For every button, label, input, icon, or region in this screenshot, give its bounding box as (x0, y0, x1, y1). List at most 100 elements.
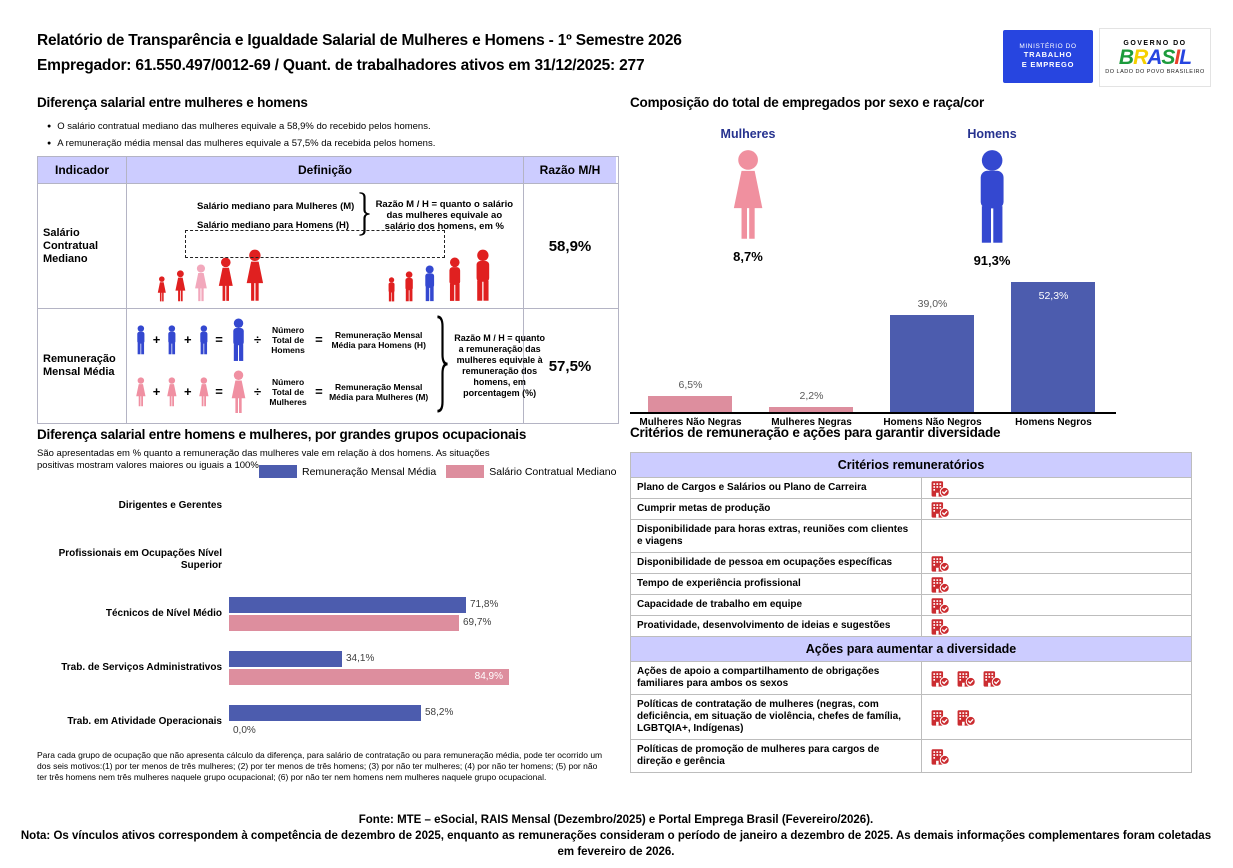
criteria-label: Capacidade de trabalho em equipe (637, 599, 803, 610)
bar-Remuneração Mensal Média (229, 597, 466, 613)
brasil-letter: R (1133, 46, 1148, 69)
brace-icon (436, 315, 449, 416)
bar-Remuneração Mensal Média (229, 651, 342, 667)
bar-value-label: 52,3% (1038, 290, 1069, 302)
criteria-row: Tempo de experiência profissional (631, 573, 1191, 594)
criteria-label: Disponibilidade de pessoa em ocupações e… (637, 557, 893, 568)
criteria-section-header: Ações para aumentar a diversidade (631, 636, 1191, 661)
company-check-icon (957, 709, 976, 726)
report-header: Relatório de Transparência e Igualdade S… (37, 28, 997, 78)
criteria-row: Disponibilidade de pessoa em ocupações e… (631, 552, 1191, 573)
footer-fonte: Fonte: MTE – eSocial, RAIS Mensal (Dezem… (358, 814, 874, 826)
composition-bar-chart: 6,5% 2,2% 39,0% 52,3% (630, 280, 1114, 412)
men-lineup-pictogram (385, 249, 497, 302)
women-label: Mulheres (720, 127, 776, 141)
occupation-row: Trab. em Atividade Operacionais 58,2% 0,0% (37, 695, 617, 749)
criteria-icons-cell (921, 520, 1189, 552)
mean-definition-cell: + + = ÷ Número Total de Homens = Remuneraç… (126, 309, 545, 423)
legend-swatch (259, 465, 297, 478)
mte-logo-line1: MINISTÉRIO DO (1019, 43, 1077, 50)
report-footer: Fonte: MTE – eSocial, RAIS Mensal (Dezem… (16, 812, 1216, 860)
occupational-chart-legend: Remuneração Mensal Média Salário Contratu… (259, 465, 616, 478)
median-dashed-box (185, 230, 445, 258)
occupation-plot: 34,1% 84,9% (229, 641, 617, 695)
women-share-block: Mulheres 8,7% (688, 127, 808, 264)
criteria-label: Ações de apoio a compartilhamento de obr… (637, 666, 880, 689)
mean-equation-row: + + = ÷ Número Total de Homens = Remuneraç… (133, 318, 431, 362)
bullet-item: ● A remuneração média mensal das mulheres… (47, 138, 435, 149)
chart-column: 2,2% (751, 280, 872, 412)
right-column: Composição do total de empregados por se… (630, 95, 1192, 773)
composition-chart-categories: Mulheres Não Negras Mulheres Negras Homens… (630, 417, 1114, 431)
median-ratio-note: Razão M / H = quanto o salário das mulhe… (375, 199, 514, 232)
brasil-letter: I (1174, 46, 1180, 69)
company-check-icon (931, 597, 950, 614)
bullet-text: A remuneração média mensal das mulheres … (57, 138, 436, 149)
bar-value-label: 0,0% (233, 725, 256, 736)
governo-brasil-logo: GOVERNO DO BRASIL DO LADO DO POVO BRASIL… (1099, 28, 1211, 87)
criteria-icons-cell (921, 553, 1189, 573)
occupational-chart-footnote: Para cada grupo de ocupação que não apre… (37, 750, 603, 782)
men-percentage: 91,3% (973, 253, 1011, 268)
salary-gap-title: Diferença salarial entre mulheres e home… (37, 95, 308, 110)
woman-pictogram (733, 150, 763, 239)
criteria-row: Capacidade de trabalho em equipe (631, 594, 1191, 615)
criteria-row: Cumprir metas de produção (631, 498, 1191, 519)
criteria-row: Proatividade, desenvolvimento de ideias … (631, 615, 1191, 636)
median-def-line1: Salário mediano para Mulheres (M) (197, 200, 355, 212)
chart-column: 39,0% (872, 280, 993, 412)
men-share-block: Homens 91,3% (932, 127, 1052, 268)
result-label: Remuneração Mensal Média para Homens (H) (331, 329, 426, 350)
criteria-icons-cell (921, 616, 1189, 636)
criteria-row: Ações de apoio a compartilhamento de obr… (631, 661, 1191, 694)
chart-column: 52,3% (993, 280, 1114, 412)
legend-label: Salário Contratual Mediano (489, 465, 617, 478)
bar-Homens Não Negros (890, 315, 974, 412)
criteria-icons-cell (921, 740, 1189, 772)
man-pictogram (980, 150, 1004, 243)
woman-pictogram (198, 376, 209, 406)
criteria-label: Cumprir metas de produção (637, 503, 771, 514)
bullet-icon: ● (47, 140, 52, 147)
mean-equation-row: + + = ÷ Número Total de Mulheres = Remuner… (133, 370, 431, 414)
criteria-section-header: Critérios remuneratórios (631, 453, 1191, 477)
bar-value-label: 6,5% (678, 379, 703, 391)
man-pictogram (199, 324, 208, 354)
brasil-letter: A (1147, 46, 1162, 69)
brace-icon (358, 192, 371, 239)
report-subtitle: Empregador: 61.550.497/0012-69 / Quant. … (37, 57, 645, 74)
salary-gap-table: Indicador Definição Razão M/H Salário Co… (37, 156, 619, 424)
woman-pictogram (246, 249, 263, 301)
criteria-label: Disponibilidade para horas extras, reuni… (637, 524, 909, 547)
bar-value-label: 34,1% (346, 653, 375, 664)
criteria-icons-cell (921, 478, 1189, 498)
criteria-row: Disponibilidade para horas extras, reuni… (631, 519, 1191, 552)
bar-Salário Contratual Mediano (229, 615, 459, 631)
bar-value-label: 2,2% (799, 390, 824, 402)
man-pictogram (233, 318, 244, 361)
mean-ratio-value: 57,5% (523, 309, 616, 423)
bar-value-label: 58,2% (425, 707, 454, 718)
criteria-label: Tempo de experiência profissional (637, 578, 801, 589)
man-pictogram (405, 271, 413, 302)
bar-value-label: 39,0% (917, 298, 948, 310)
divisor-label: Número Total de Mulheres (269, 376, 307, 407)
occupational-chart-subtitle: São apresentadas em % quanto a remuneraç… (37, 448, 490, 471)
company-check-icon (931, 709, 950, 726)
col-header-razao: Razão M/H (523, 157, 616, 183)
women-lineup-pictogram (155, 249, 269, 302)
criteria-row: Políticas de contratação de mulheres (ne… (631, 694, 1191, 739)
woman-pictogram (136, 376, 146, 406)
company-check-icon (931, 576, 950, 593)
occupation-row: Técnicos de Nível Médio 71,8% 69,7% (37, 587, 617, 641)
bar-value-label: 69,7% (463, 617, 492, 628)
criteria-row: Plano de Cargos e Salários ou Plano de C… (631, 477, 1191, 498)
criteria-label: Plano de Cargos e Salários ou Plano de C… (637, 482, 867, 493)
occupation-plot: 71,8% 69,7% (229, 587, 617, 641)
bar-Mulheres Não Negras (648, 396, 732, 412)
composition-title: Composição do total de empregados por se… (630, 95, 984, 110)
legend-swatch (446, 465, 485, 478)
company-check-icon (931, 480, 950, 497)
criteria-icons-cell (921, 574, 1189, 594)
